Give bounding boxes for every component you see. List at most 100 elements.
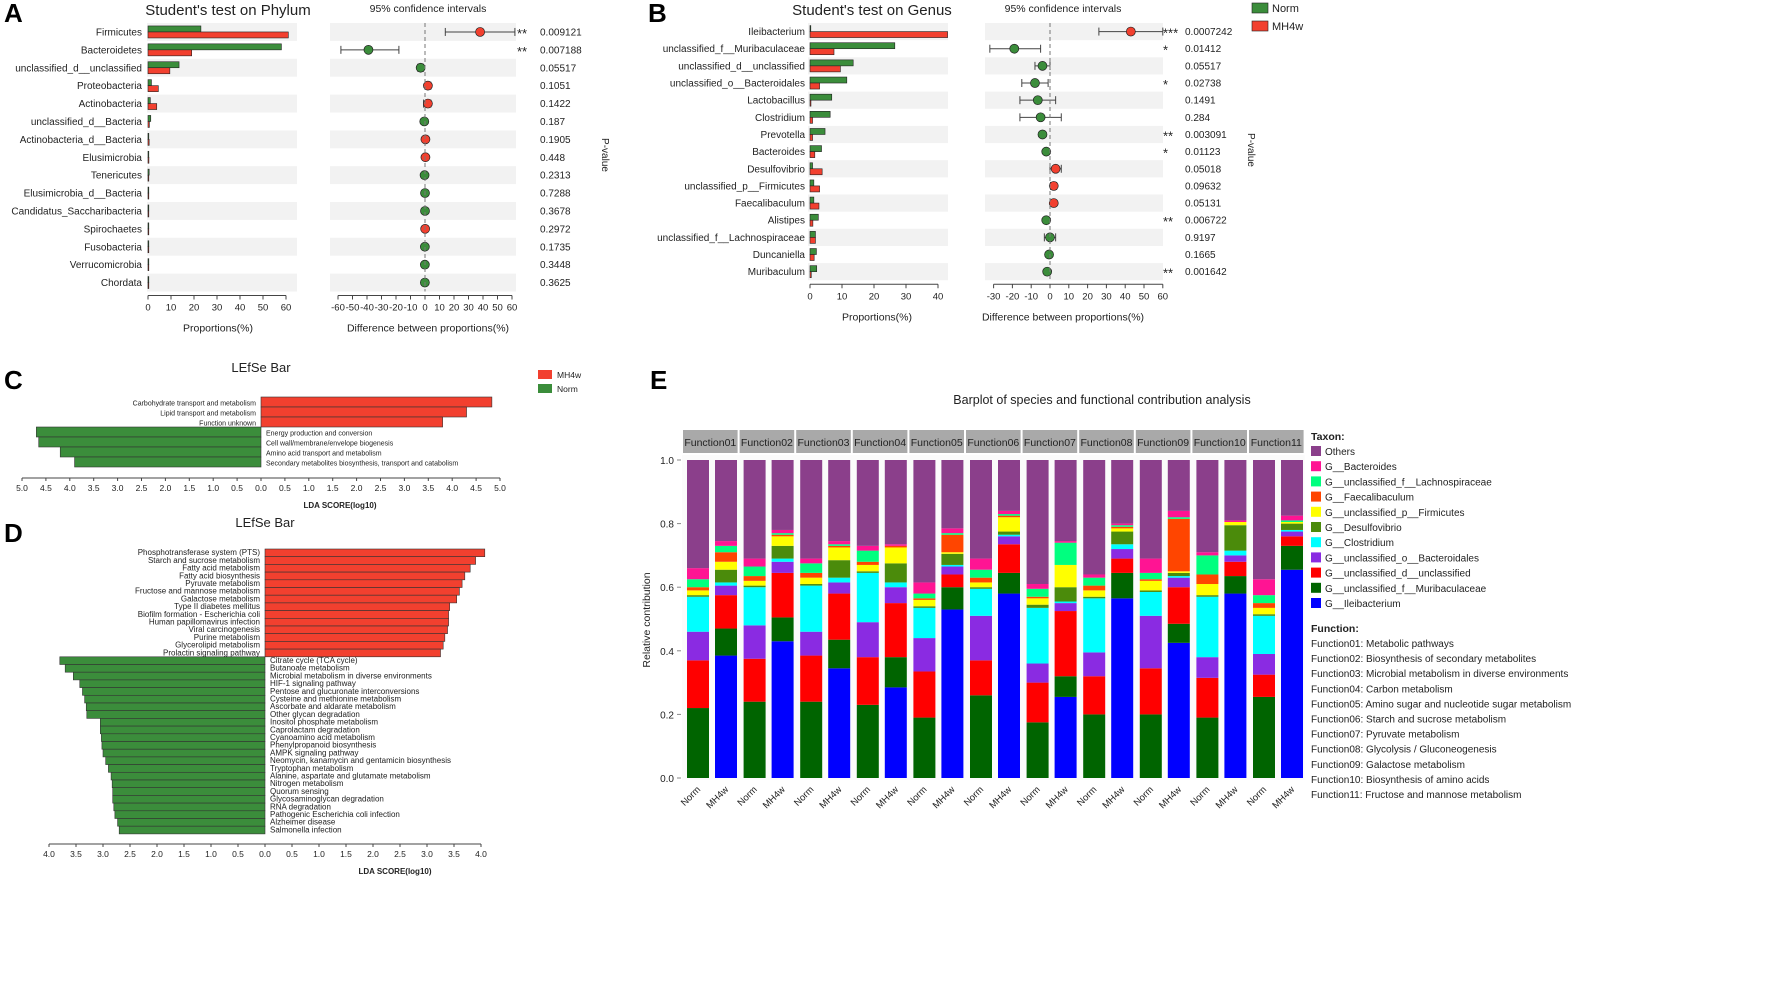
stack-segment [941,564,964,567]
diff-tick-label: 40 [1120,291,1131,302]
category-label: unclassified_d__Bacteria [31,117,143,128]
stack-segment [1139,580,1162,591]
lda-bar-label: Nitrogen metabolism [270,779,344,788]
mh4w-lda-bar [264,602,450,611]
ci-title: 95% confidence intervals [370,3,487,15]
group-label: Norm [1019,784,1043,808]
lda-bar-label: Biofilm formation - Escherichia coli [138,610,260,619]
panel-label-e: E [650,365,668,395]
norm-bar [809,42,896,50]
stack-segment [998,534,1020,537]
mh4w-bar [147,49,193,57]
row-background [985,194,1163,212]
stack-segment [1054,460,1077,542]
category-label: Verrucomicrobia [70,260,143,271]
stack-segment [1083,596,1106,599]
stack-segment [828,560,851,578]
function-legend-label: Function05: Amino sugar and nucleotide s… [1311,699,1571,710]
taxon-swatch [1311,506,1321,517]
stack-segment [1111,526,1134,529]
stack-segment [998,531,1020,535]
mh4w-lda-bar [264,617,449,627]
p-value: 0.05517 [540,63,577,74]
stack-segment [970,588,992,616]
category-label: Candidatus_Saccharibacteria [11,206,142,217]
lda-tick-label: 1.5 [183,483,195,493]
norm-bar [147,186,150,194]
contribution-title: Barplot of species and functional contri… [953,393,1250,407]
stack-segment [1281,529,1303,532]
norm-lda-bar [64,664,266,673]
category-label: Tenericutes [91,171,142,182]
significance-stars: ** [1163,266,1173,281]
taxon-legend-label: G__Ileibacterium [1325,599,1401,610]
norm-bar [147,43,282,51]
stack-segment [1281,522,1303,524]
row-background [808,194,948,212]
diff-tick-label: -20 [389,303,403,314]
legend-label-mh4w: MH4w [1272,21,1303,33]
lda-tick-label: 3.0 [97,849,109,859]
x-tick-label: 0 [807,291,812,302]
stack-segment [1224,460,1247,521]
stack-segment [1054,601,1077,604]
stack-segment [884,587,907,604]
function-legend-label: Function11: Fructose and mannose metabol… [1311,790,1521,801]
row-background [330,94,516,113]
stack-segment [715,585,737,596]
stack-segment [1167,623,1190,643]
stack-segment [913,671,936,718]
taxon-legend-label: G__unclassified_f__Lachnospiraceae [1325,477,1492,488]
stack-segment [743,460,766,559]
norm-lda-bar [117,818,266,827]
taxon-legend-label: G__Clostridium [1325,538,1394,549]
lda-bar-label: Caprolactam degradation [270,725,360,734]
x-tick-label: 40 [933,291,944,302]
norm-bar [809,162,813,170]
row-background [147,58,297,77]
facet-label: Function01 [684,437,736,449]
norm-lda-bar [114,810,266,819]
stack-segment [828,668,851,778]
stack-segment [970,569,992,578]
row-background [147,237,297,256]
stack-segment [1054,564,1077,588]
lda-tick-label: 3.5 [422,483,434,493]
mh4w-bar [147,210,150,218]
stack-segment [1167,576,1190,578]
stack-segment [1196,555,1219,575]
p-value: 0.3678 [540,206,571,217]
group-label: MH4w [818,784,845,811]
stack-segment [884,544,907,546]
stack-segment [941,609,964,778]
mh4w-lda-bar [264,556,476,565]
panel-label-c: C [4,365,23,395]
stack-segment [1054,611,1077,677]
taxon-legend-label: G__Bacteroides [1325,462,1397,473]
stack-segment [743,625,766,659]
norm-lda-bar [101,741,266,750]
category-label: unclassified_f__Muribaculaceae [663,44,806,55]
group-label: Norm [1132,784,1156,808]
stack-segment [856,564,879,572]
row-background [808,263,948,281]
diff-point [1042,266,1053,277]
function-legend-label: Function09: Galactose metabolism [1311,760,1465,771]
facet-label: Function07 [1024,437,1076,449]
category-label: Lactobacillus [747,96,805,107]
stack-segment [1253,696,1275,778]
taxon-legend-label: Others [1325,447,1355,458]
stack-segment [1139,668,1162,715]
category-label: unclassified_f__Lachnospiraceae [657,233,805,244]
stack-segment [1139,591,1162,616]
lda-bar-label: AMPK signaling pathway [270,748,359,757]
row-background [147,273,297,292]
legend-swatch-norm [1251,2,1269,14]
stack-segment [1167,517,1190,519]
stack-segment [743,580,766,586]
facet-strip [852,430,908,453]
stack-segment [800,655,823,702]
diff-tick-label: 30 [463,303,474,314]
diff-tick-label: -20 [1006,291,1020,302]
group-label: Norm [736,784,760,808]
